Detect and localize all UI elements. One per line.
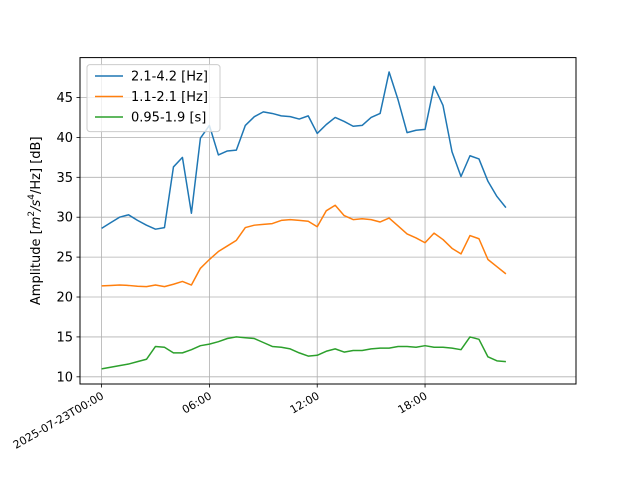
- y-tick-label: 40: [56, 131, 73, 146]
- y-tick-label: 45: [56, 91, 73, 106]
- legend: 2.1-4.2 [Hz] 1.1-2.1 [Hz] 0.95-1.9 [s]: [86, 64, 221, 133]
- plot-frame: [79, 57, 577, 385]
- legend-box: [86, 64, 221, 133]
- legend-label: 1.1-2.1 [Hz]: [131, 90, 208, 105]
- y-tick-label: 20: [56, 291, 73, 306]
- ylabel-exp2: 2: [27, 211, 37, 217]
- legend-label: 0.95-1.9 [s]: [131, 111, 206, 126]
- ylabel-exp4: 4: [27, 194, 37, 200]
- series-line-0: [101, 71, 507, 230]
- y-tick-label: 10: [56, 370, 73, 385]
- series-line-1: [101, 204, 507, 288]
- y-tick-label: 35: [56, 171, 73, 186]
- ylabel-slash-s: /s: [29, 199, 44, 211]
- y-tick-label: 30: [56, 211, 73, 226]
- y-tick-label: 25: [56, 251, 73, 266]
- ylabel-prefix: Amplitude [: [29, 229, 44, 305]
- ylabel-suffix: /Hz] [dB]: [29, 136, 44, 194]
- legend-label: 2.1-4.2 [Hz]: [131, 70, 208, 85]
- series-line-2: [101, 336, 506, 370]
- ylabel-m: m: [29, 217, 44, 230]
- series-layer: [101, 71, 507, 370]
- y-axis-label: Amplitude [m2/s4/Hz] [dB]: [27, 136, 44, 305]
- y-tick-label: 15: [56, 330, 73, 345]
- y-axis: 10 15 20 25 30 35 40 45: [56, 91, 80, 385]
